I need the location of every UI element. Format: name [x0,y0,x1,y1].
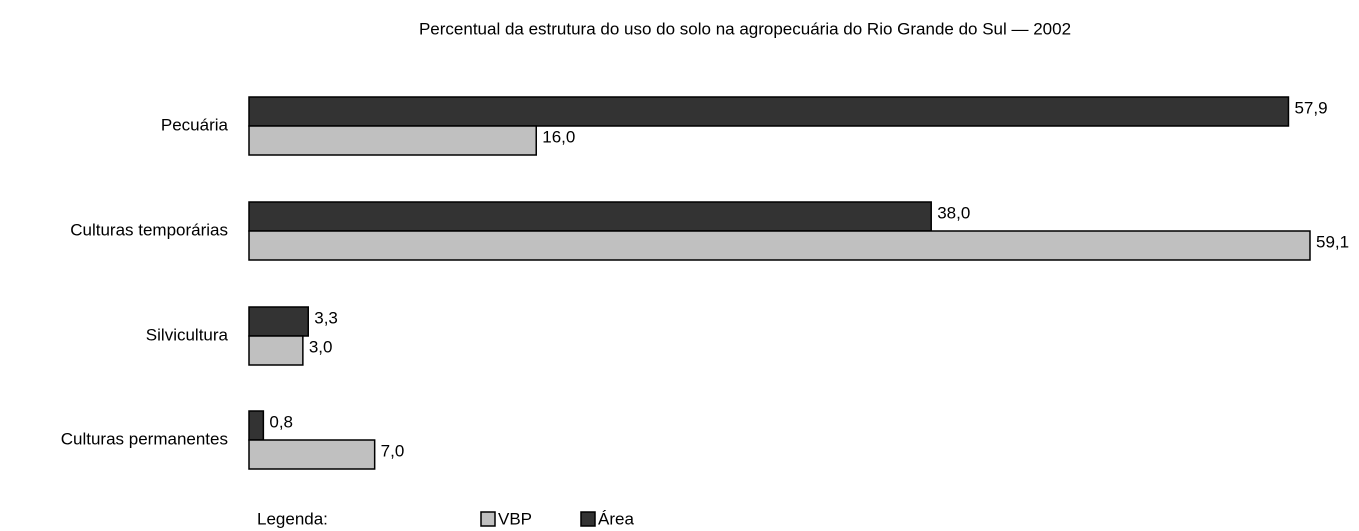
value-label: 3,3 [314,308,338,327]
category-label: Culturas permanentes [61,429,228,448]
legend-swatch [480,511,496,527]
bar [248,410,265,441]
bar [248,96,1290,127]
legend-title: Legenda: [257,509,328,528]
value-label: 0,8 [269,412,293,431]
category-label: Silvicultura [146,325,229,344]
bar [248,230,1311,261]
bar [248,439,376,470]
value-label: 59,1 [1316,232,1349,251]
bar [248,201,932,232]
value-label: 3,0 [309,337,333,356]
bar [248,306,309,337]
legend-swatch [580,511,596,527]
value-label: 16,0 [542,127,575,146]
bar [248,125,537,156]
legend-label: VBP [498,509,532,528]
category-label: Pecuária [161,115,229,134]
chart-title: Percentual da estrutura do uso do solo n… [419,19,1071,38]
bar [248,335,304,366]
value-label: 38,0 [937,203,970,222]
legend-label: Área [598,509,634,528]
value-label: 7,0 [381,441,405,460]
value-label: 57,9 [1294,98,1327,117]
category-label: Culturas temporárias [70,220,228,239]
